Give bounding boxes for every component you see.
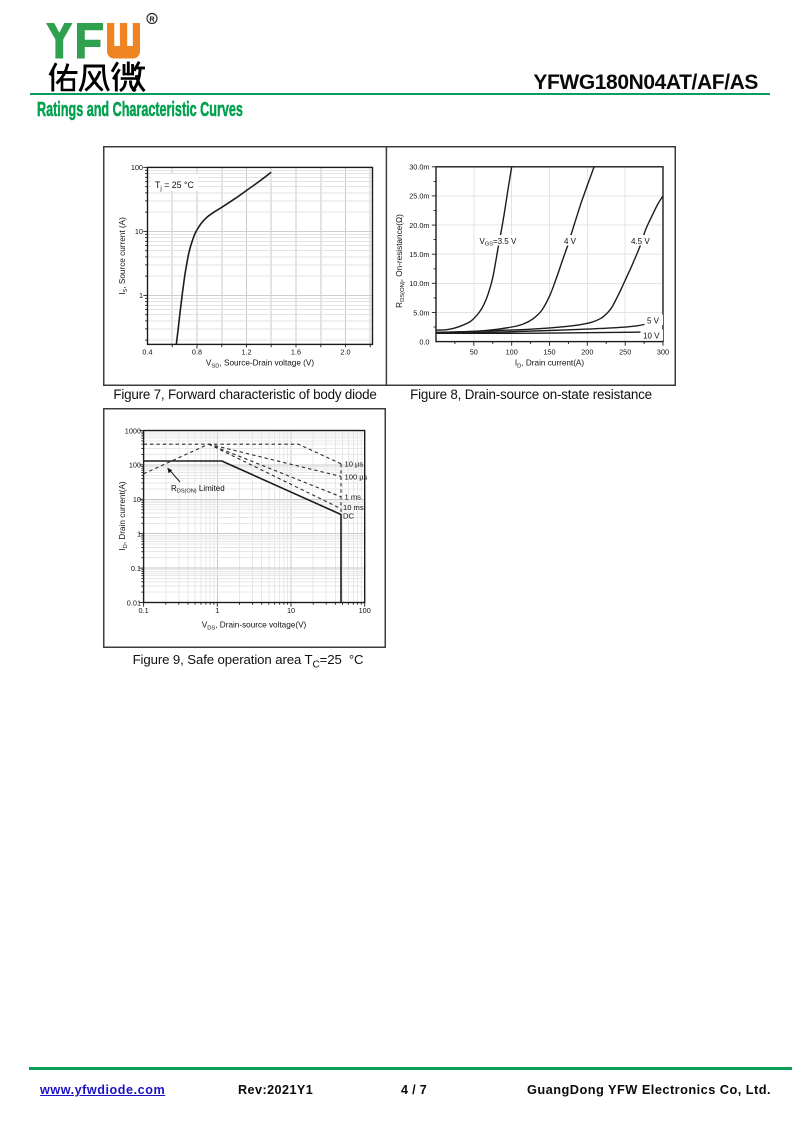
svg-text:1: 1 bbox=[137, 530, 141, 539]
svg-text:10.0m: 10.0m bbox=[409, 279, 429, 288]
svg-text:5.0m: 5.0m bbox=[413, 308, 429, 317]
svg-text:100: 100 bbox=[129, 461, 141, 470]
svg-text:300: 300 bbox=[657, 348, 669, 357]
svg-text:DC: DC bbox=[343, 511, 354, 520]
svg-text:150: 150 bbox=[543, 348, 555, 357]
svg-text:10 µs: 10 µs bbox=[345, 460, 364, 469]
svg-text:0.01: 0.01 bbox=[127, 598, 141, 607]
svg-text:1: 1 bbox=[215, 606, 219, 615]
svg-text:1.6: 1.6 bbox=[291, 348, 301, 357]
svg-text:100: 100 bbox=[506, 348, 518, 357]
svg-text:0.1: 0.1 bbox=[131, 564, 141, 573]
svg-text:VSD, Source-Drain voltage (V): VSD, Source-Drain voltage (V) bbox=[206, 359, 314, 370]
svg-text:ID, Drain current(A): ID, Drain current(A) bbox=[118, 481, 129, 551]
svg-text:100: 100 bbox=[131, 163, 143, 172]
svg-text:30.0m: 30.0m bbox=[409, 163, 429, 172]
svg-text:5 V: 5 V bbox=[647, 317, 660, 326]
svg-text:10 V: 10 V bbox=[643, 332, 660, 341]
svg-text:1: 1 bbox=[139, 291, 143, 300]
svg-text:R: R bbox=[149, 14, 155, 23]
svg-text:10: 10 bbox=[135, 227, 143, 236]
svg-text:2.0: 2.0 bbox=[340, 348, 350, 357]
svg-text:1000: 1000 bbox=[125, 426, 141, 435]
svg-text:Tj = 25 °C: Tj = 25 °C bbox=[155, 180, 195, 192]
svg-text:VDS, Drain-source voltage(V): VDS, Drain-source voltage(V) bbox=[202, 621, 307, 632]
svg-text:10 ms: 10 ms bbox=[343, 503, 364, 512]
svg-text:1.2: 1.2 bbox=[241, 348, 251, 357]
svg-text:1 ms: 1 ms bbox=[345, 492, 362, 501]
svg-text:0.4: 0.4 bbox=[142, 348, 152, 357]
svg-text:0.1: 0.1 bbox=[139, 606, 149, 615]
svg-text:50: 50 bbox=[470, 348, 478, 357]
svg-text:4 V: 4 V bbox=[564, 237, 577, 246]
svg-text:10: 10 bbox=[287, 606, 295, 615]
svg-text:VGS=3.5 V: VGS=3.5 V bbox=[480, 237, 517, 248]
svg-text:100: 100 bbox=[359, 606, 371, 615]
svg-text:IS, Source current (A): IS, Source current (A) bbox=[118, 217, 129, 295]
svg-text:RDS(ON), On-resistance(Ω): RDS(ON), On-resistance(Ω) bbox=[395, 214, 406, 308]
svg-text:100 µs: 100 µs bbox=[345, 472, 368, 481]
svg-text:4.5 V: 4.5 V bbox=[631, 237, 650, 246]
svg-text:0.0: 0.0 bbox=[419, 337, 429, 346]
svg-text:RDS(ON) Limited: RDS(ON) Limited bbox=[171, 484, 225, 495]
svg-text:0.8: 0.8 bbox=[192, 348, 202, 357]
svg-text:15.0m: 15.0m bbox=[409, 250, 429, 259]
svg-text:25.0m: 25.0m bbox=[409, 192, 429, 201]
svg-text:20.0m: 20.0m bbox=[409, 221, 429, 230]
svg-text:ID, Drain current(A): ID, Drain current(A) bbox=[515, 359, 585, 370]
svg-text:200: 200 bbox=[581, 348, 593, 357]
svg-text:10: 10 bbox=[133, 495, 141, 504]
svg-text:250: 250 bbox=[619, 348, 631, 357]
